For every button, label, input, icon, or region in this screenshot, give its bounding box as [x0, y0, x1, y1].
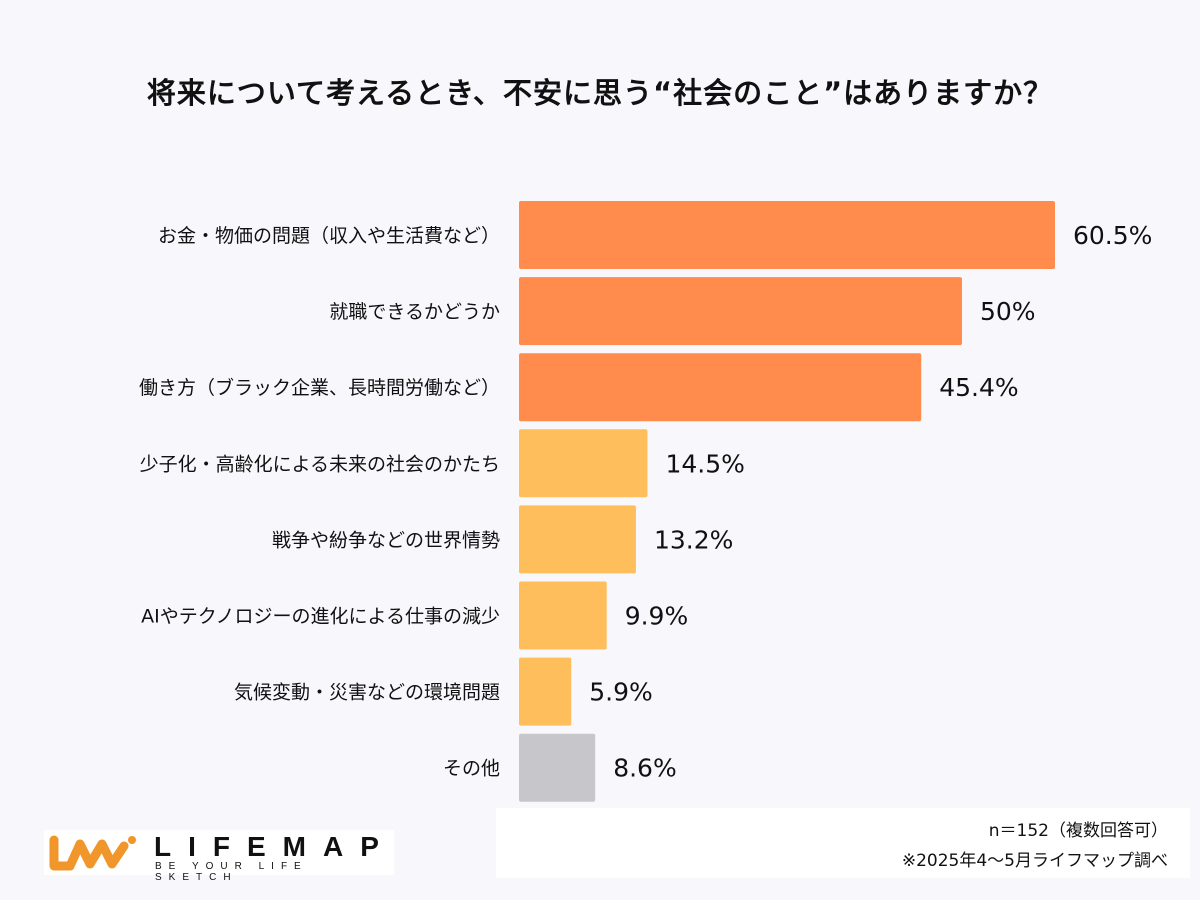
category-label: 戦争や紛争などの世界情勢	[272, 529, 500, 551]
value-label: 45.4%	[939, 373, 1018, 402]
value-label: 50%	[980, 297, 1036, 326]
bar	[519, 733, 596, 802]
bar	[519, 581, 607, 650]
category-label: 働き方（ブラック企業、長時間労働など）	[139, 376, 500, 399]
value-label: 13.2%	[654, 525, 733, 554]
bar	[519, 429, 648, 498]
category-label: お金・物価の問題（収入や生活費など）	[158, 225, 500, 247]
bar	[519, 505, 636, 574]
bar	[519, 277, 962, 346]
bar	[519, 353, 922, 422]
source-note: ※2025年4〜5月ライフマップ調べ	[901, 851, 1168, 871]
bar	[519, 657, 572, 726]
value-label: 9.9%	[625, 602, 689, 631]
category-label: その他	[443, 758, 500, 780]
value-label: 60.5%	[1073, 221, 1152, 250]
lifemap-logo-mark-icon	[49, 835, 136, 871]
lifemap-logo: LIFEMAP BE YOUR LIFE SKETCH	[44, 830, 396, 883]
chart-title: 将来について考えるとき、不安に思う“社会のこと”はありますか？	[146, 76, 1054, 110]
logo-tagline: BE YOUR LIFE SKETCH	[155, 861, 308, 883]
notes-box: n＝152（複数回答可） ※2025年4〜5月ライフマップ調べ	[496, 808, 1190, 878]
category-label: 就職できるかどうか	[329, 301, 500, 323]
value-label: 5.9%	[589, 678, 653, 707]
bar	[519, 201, 1055, 269]
logo-wordmark: LIFEMAP	[154, 831, 396, 862]
sample-note: n＝152（複数回答可）	[988, 821, 1168, 841]
value-label: 14.5%	[665, 449, 744, 478]
value-label: 8.6%	[613, 754, 677, 783]
category-label: 気候変動・災害などの環境問題	[234, 682, 500, 704]
category-label: AIやテクノロジーの進化による仕事の減少	[141, 606, 500, 628]
category-label: 少子化・高齢化による未来の社会のかたち	[140, 453, 500, 475]
